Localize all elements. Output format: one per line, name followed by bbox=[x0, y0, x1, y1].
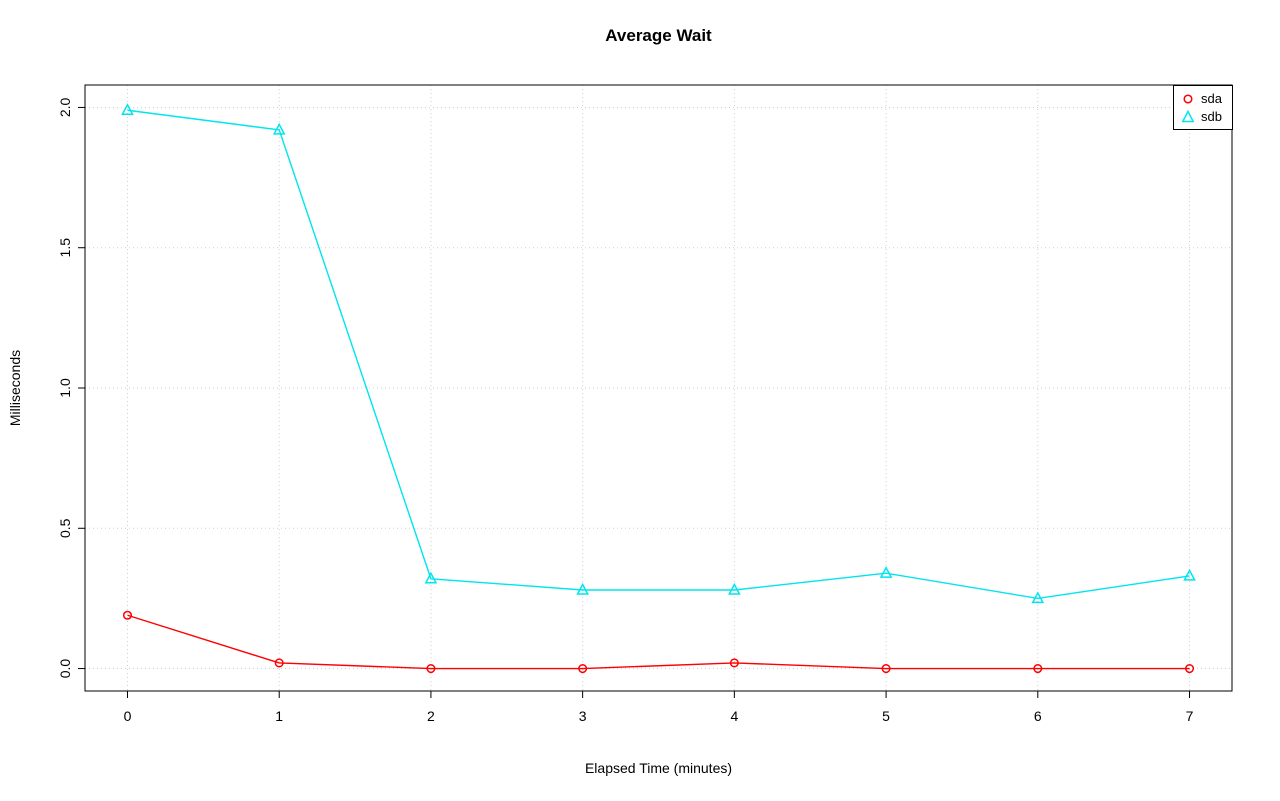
x-tick-label: 0 bbox=[124, 708, 132, 724]
point-sda bbox=[274, 658, 284, 668]
series-line-sdb bbox=[127, 109, 1190, 600]
legend: sda sdb bbox=[1173, 85, 1233, 130]
x-tick-label: 1 bbox=[275, 708, 283, 724]
y-tick-label: 1.0 bbox=[57, 378, 73, 398]
x-tick-label: 4 bbox=[730, 708, 738, 724]
point-sda bbox=[1033, 664, 1043, 674]
legend-item-sda: sda bbox=[1181, 91, 1222, 106]
legend-item-sdb: sdb bbox=[1181, 109, 1222, 124]
x-tick-label: 6 bbox=[1034, 708, 1042, 724]
point-sdb bbox=[424, 571, 438, 584]
point-sdb bbox=[1183, 568, 1196, 581]
x-tick-label: 5 bbox=[882, 708, 890, 724]
point-sda bbox=[1184, 664, 1195, 674]
sda-marker-icon bbox=[1183, 93, 1193, 104]
point-sda bbox=[881, 664, 891, 674]
point-sdb bbox=[576, 582, 589, 595]
x-tick-label: 3 bbox=[579, 708, 587, 724]
sdb-marker-icon bbox=[1181, 109, 1195, 122]
point-sda bbox=[729, 658, 739, 668]
y-tick-label: 2.0 bbox=[57, 98, 73, 118]
x-tick-label: 7 bbox=[1186, 708, 1194, 724]
series-line-sda bbox=[127, 614, 1190, 670]
x-axis-label: Elapsed Time (minutes) bbox=[584, 760, 733, 776]
point-sdb bbox=[1031, 591, 1045, 604]
point-sda bbox=[426, 664, 436, 674]
point-sda bbox=[578, 664, 588, 674]
point-sdb bbox=[879, 566, 893, 578]
y-tick-label: 1.5 bbox=[57, 238, 73, 258]
legend-label-sda: sda bbox=[1201, 91, 1222, 106]
y-tick-label: 0.0 bbox=[57, 659, 73, 679]
point-sda bbox=[122, 610, 133, 620]
legend-label-sdb: sdb bbox=[1201, 109, 1222, 124]
chart-title: Average Wait bbox=[605, 26, 712, 45]
point-sdb bbox=[728, 582, 741, 595]
point-sdb bbox=[121, 103, 134, 115]
point-sdb bbox=[272, 122, 286, 135]
y-tick-label: 0.5 bbox=[57, 518, 73, 538]
x-tick-label: 2 bbox=[427, 708, 435, 724]
